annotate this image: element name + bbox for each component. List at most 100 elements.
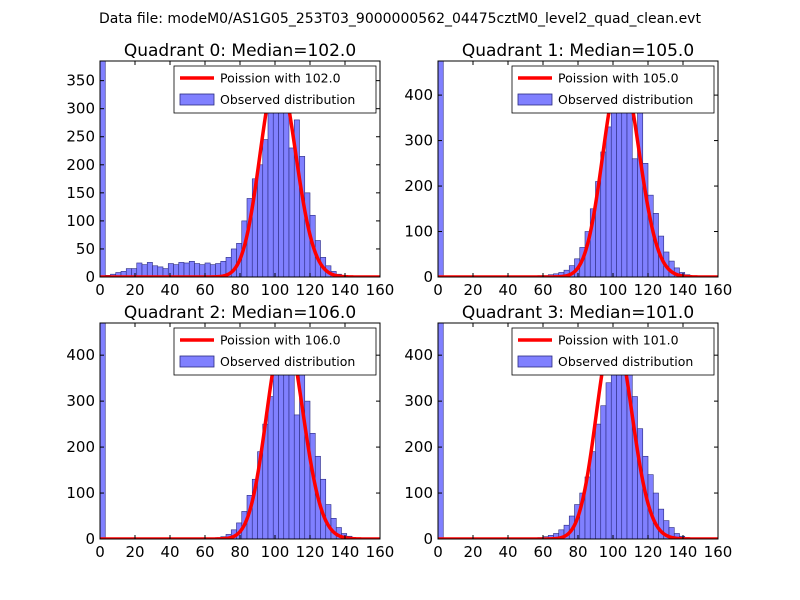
x-tick-label: 120 [634, 543, 663, 561]
y-tick-label: 250 [66, 128, 95, 146]
histogram-bar [652, 492, 659, 539]
legend-curve-label: Poission with 102.0 [220, 71, 341, 86]
x-tick-label: 40 [160, 281, 179, 299]
y-tick-label: 350 [66, 72, 95, 90]
x-tick-label: 0 [95, 543, 105, 561]
x-tick-label: 120 [634, 281, 663, 299]
legend: Poission with 101.0 Observed distribution [511, 327, 715, 376]
histogram-bar [188, 260, 195, 277]
x-tick-label: 80 [568, 543, 587, 561]
legend-hist-label: Observed distribution [220, 354, 355, 369]
histogram-bar [605, 126, 612, 277]
y-tick-label: 100 [66, 212, 95, 230]
y-tick-label: 300 [404, 132, 433, 150]
histogram-bar [600, 405, 607, 539]
x-tick-label: 140 [669, 281, 698, 299]
figure-suptitle: Data file: modeM0/AS1G05_253T03_90000005… [99, 11, 701, 27]
histogram-bar [141, 264, 148, 277]
quadrant-3-panel: Quadrant 3: Median=101.0 0 20 40 60 80 100 120… [404, 303, 732, 561]
histogram-bar [267, 396, 274, 539]
legend-box [511, 65, 715, 114]
legend-hist-swatch [517, 93, 553, 106]
y-tick-label: 0 [85, 530, 95, 548]
legend-curve-label: Poission with 101.0 [558, 333, 679, 348]
histogram-bar [293, 414, 300, 539]
legend: Poission with 102.0 Observed distribution [173, 65, 377, 114]
y-tick-label: 300 [66, 392, 95, 410]
legend-hist-label: Observed distribution [558, 92, 693, 107]
histogram-bar [589, 451, 596, 539]
legend-hist-swatch [179, 355, 215, 368]
y-tick-label: 100 [404, 484, 433, 502]
histogram-bar [272, 364, 279, 539]
y-tick-label: 300 [404, 392, 433, 410]
poisson-curve [438, 327, 718, 539]
quadrant-2-panel: Quadrant 2: Median=106.0 0 20 40 60 80 100 120… [66, 303, 394, 561]
histogram-bar [194, 263, 201, 277]
y-tick-label: 200 [66, 438, 95, 456]
histogram-bar [183, 262, 190, 277]
histogram-bar [438, 323, 444, 539]
x-tick-label: 100 [599, 543, 628, 561]
quadrant-1-title: Quadrant 1: Median=105.0 [462, 41, 694, 61]
legend-curve-label: Poission with 105.0 [558, 71, 679, 86]
poisson-curve [100, 327, 380, 539]
y-tick-label: 100 [66, 484, 95, 502]
x-tick-label: 160 [366, 281, 395, 299]
y-tick-label: 300 [66, 100, 95, 118]
histogram-bar [288, 147, 295, 277]
legend: Poission with 105.0 Observed distribution [511, 65, 715, 114]
y-tick-label: 200 [404, 177, 433, 195]
histogram-bar [173, 264, 180, 277]
x-tick-label: 40 [498, 543, 517, 561]
x-tick-label: 160 [366, 543, 395, 561]
x-tick-label: 140 [331, 281, 360, 299]
y-tick-label: 50 [76, 240, 95, 258]
histogram-bar [283, 108, 290, 277]
x-tick-label: 60 [195, 281, 214, 299]
histogram-bar [605, 382, 612, 539]
quadrant-2-title: Quadrant 2: Median=106.0 [124, 303, 356, 323]
y-tick-label: 200 [66, 156, 95, 174]
y-tick-label: 100 [404, 223, 433, 241]
histogram-bar [299, 350, 306, 539]
x-tick-label: 0 [433, 543, 443, 561]
x-tick-label: 140 [331, 543, 360, 561]
poisson-curve [438, 68, 718, 277]
legend-hist-swatch [517, 355, 553, 368]
x-tick-label: 60 [533, 543, 552, 561]
x-tick-label: 160 [704, 543, 733, 561]
x-tick-label: 100 [599, 281, 628, 299]
x-tick-label: 100 [261, 543, 290, 561]
quadrant-0-plot-area: 0 20 40 60 80 100 120 140 160 0 50 100 150 200 250 300 3… [66, 60, 395, 299]
y-tick-label: 200 [404, 438, 433, 456]
histogram-bar [136, 262, 143, 277]
legend: Poission with 106.0 Observed distribution [173, 327, 377, 376]
histogram-bar [100, 61, 106, 277]
quadrant-3-plot-area: 0 20 40 60 80 100 120 140 160 0 100 200 300 400 Poissi… [404, 322, 733, 561]
y-tick-label: 400 [404, 86, 433, 104]
y-tick-label: 400 [404, 346, 433, 364]
histogram-bar [178, 262, 185, 277]
x-tick-label: 40 [160, 543, 179, 561]
x-tick-label: 80 [230, 281, 249, 299]
x-tick-label: 20 [463, 281, 482, 299]
histogram-bar [262, 139, 269, 277]
x-tick-label: 80 [230, 543, 249, 561]
y-tick-label: 400 [66, 346, 95, 364]
histogram-bar [100, 323, 106, 539]
histogram-bar [595, 423, 602, 539]
y-tick-label: 0 [85, 268, 95, 286]
poisson-curve [100, 70, 380, 277]
x-tick-label: 140 [669, 543, 698, 561]
x-tick-label: 100 [261, 281, 290, 299]
y-tick-label: 0 [423, 268, 433, 286]
histogram-bar [631, 158, 638, 277]
x-tick-label: 120 [296, 281, 325, 299]
histogram-bar [288, 364, 295, 539]
histogram-bar [257, 164, 264, 277]
histogram-bar [626, 94, 633, 277]
histogram-bar [610, 103, 617, 277]
histogram-bar [267, 102, 274, 277]
